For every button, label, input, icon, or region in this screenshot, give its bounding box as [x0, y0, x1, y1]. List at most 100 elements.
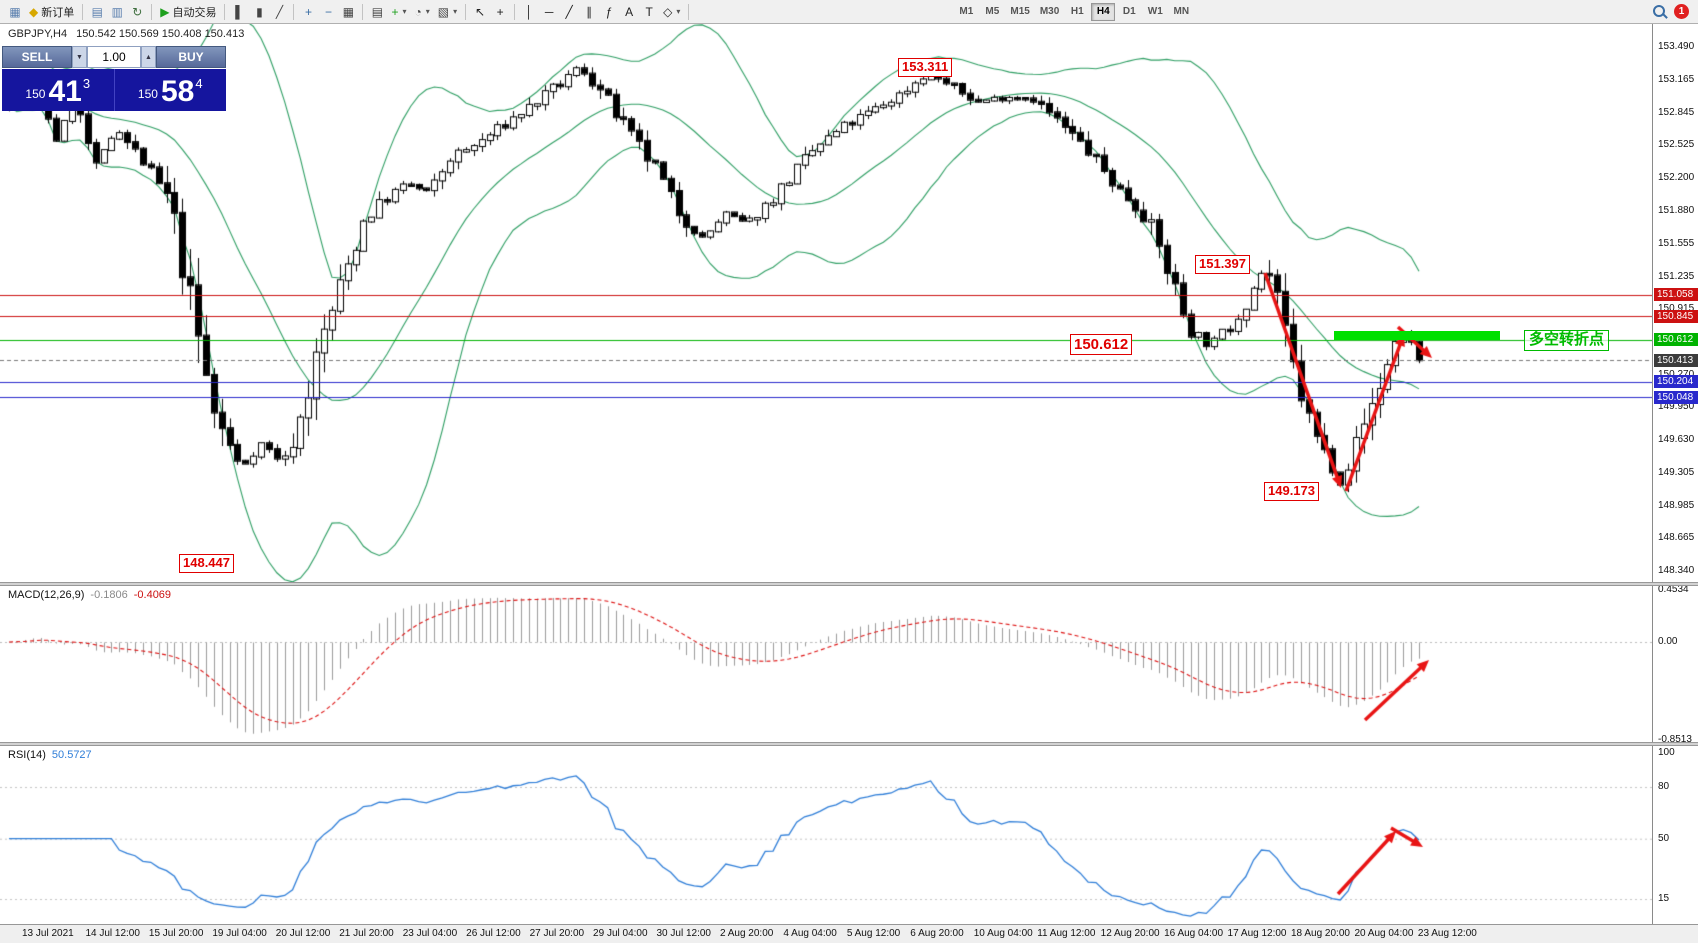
rsi-canvas[interactable]: [0, 746, 1652, 924]
symbol-period-label: GBPJPY,H4: [8, 28, 68, 40]
macd-canvas[interactable]: [0, 586, 1652, 742]
zoom-out-icon[interactable]: −: [318, 2, 338, 22]
lot-decrease-button[interactable]: ▼: [72, 46, 87, 68]
vertical-line-icon[interactable]: │: [519, 2, 539, 22]
annotation-lower-high-151397[interactable]: 151.397: [1195, 255, 1250, 274]
refresh-icon[interactable]: ↻: [127, 2, 147, 22]
time-axis-label: 12 Aug 20:00: [1100, 928, 1160, 939]
fibonacci-icon: ƒ: [605, 4, 613, 19]
price-tag: 150.612: [1654, 333, 1698, 347]
text-icon[interactable]: A: [619, 2, 639, 22]
price-chart-canvas[interactable]: [0, 24, 1652, 582]
indicators-button[interactable]: + ▾: [387, 2, 410, 22]
cursor-icon[interactable]: ↖: [470, 2, 490, 22]
time-axis-label: 13 Jul 2021: [22, 928, 74, 939]
crosshair-icon[interactable]: +: [490, 2, 510, 22]
price-tag: 150.048: [1654, 390, 1698, 404]
notification-badge[interactable]: 1: [1674, 4, 1689, 19]
line-chart-icon[interactable]: ╱: [269, 2, 289, 22]
label-icon[interactable]: T: [639, 2, 659, 22]
panel-splitter-rsi[interactable]: [0, 742, 1698, 746]
time-axis-label: 16 Aug 04:00: [1164, 928, 1224, 939]
rsi-scale-tick: 100: [1658, 746, 1675, 758]
toolbar-separator: [514, 3, 516, 20]
timeframe-m30[interactable]: M30: [1039, 6, 1060, 17]
templates-button[interactable]: ▧ ▾: [434, 2, 461, 22]
time-axis-label: 14 Jul 12:00: [85, 928, 140, 939]
time-axis[interactable]: 13 Jul 2021 14 Jul 12:00 15 Jul 20:00 19 Ju…: [0, 924, 1698, 943]
candlestick-chart-icon[interactable]: ▮: [249, 2, 269, 22]
price-tag: 151.058: [1654, 288, 1698, 302]
channel-icon: ∥: [586, 4, 593, 19]
price-scale-tick: 148.340: [1658, 565, 1695, 577]
annotation-swing-low-149173[interactable]: 149.173: [1264, 482, 1319, 502]
timeframe-h4[interactable]: H4: [1091, 2, 1116, 21]
lot-increase-button[interactable]: ▲: [141, 46, 156, 68]
chevron-down-icon: ▾: [453, 7, 458, 16]
price-scale-tick: 152.845: [1658, 106, 1695, 118]
time-axis-label: 5 Aug 12:00: [846, 928, 901, 939]
timeframe-m15[interactable]: M15: [1010, 6, 1030, 17]
chevron-down-icon: ▾: [676, 7, 681, 16]
rsi-indicator-label: RSI(14) 50.5727: [8, 749, 92, 761]
sell-button[interactable]: SELL: [2, 46, 72, 68]
time-axis-label: 30 Jul 12:00: [656, 928, 712, 939]
macd-scale-tick: 0.4534: [1658, 583, 1689, 595]
shapes-icon[interactable]: ◇ ▾: [659, 2, 684, 22]
annotation-high-153311[interactable]: 153.311: [898, 58, 953, 78]
zoom-in-icon: +: [304, 4, 312, 19]
new-order-icon: ◆: [29, 4, 39, 19]
zoom-out-icon: −: [324, 4, 332, 19]
buy-button[interactable]: BUY: [156, 46, 226, 68]
bar-chart-icon[interactable]: ▌: [229, 2, 249, 22]
buy-price-display[interactable]: 150 58 4: [115, 69, 227, 111]
refresh-icon: ↻: [132, 4, 143, 19]
price-scale[interactable]: 153.490 153.165 152.845 152.525 152.200 151.8…: [1652, 24, 1698, 924]
turning-point-highlight[interactable]: [1334, 331, 1500, 340]
arrange-windows-icon: ▤: [371, 4, 384, 19]
timeframe-m5[interactable]: M5: [985, 6, 1000, 17]
market-watch-icon: ▤: [91, 4, 103, 19]
time-axis-label: 11 Aug 12:00: [1037, 928, 1096, 939]
timeframe-d1[interactable]: D1: [1122, 6, 1136, 17]
ohlc-values: 150.542 150.569 150.408 150.413: [76, 28, 245, 40]
trendline-icon[interactable]: ╱: [559, 2, 579, 22]
zoom-in-icon[interactable]: +: [298, 2, 318, 22]
fibonacci-icon[interactable]: ƒ: [599, 2, 619, 22]
arrange-windows-icon[interactable]: ▤: [367, 2, 387, 22]
data-window-icon[interactable]: ▥: [107, 2, 127, 22]
time-axis-label: 23 Aug 12:00: [1417, 928, 1477, 939]
time-axis-label: 27 Jul 20:00: [529, 928, 585, 939]
turning-point-label[interactable]: 多空转折点: [1524, 330, 1610, 351]
channel-icon[interactable]: ∥: [579, 2, 599, 22]
market-watch-icon[interactable]: ▤: [87, 2, 107, 22]
time-axis-label: 2 Aug 20:00: [719, 928, 774, 939]
lot-size-input[interactable]: 1.00: [87, 46, 141, 68]
rsi-scale-tick: 80: [1658, 781, 1670, 792]
horizontal-line-icon[interactable]: ─: [539, 2, 559, 22]
periods-button[interactable]: ◔ ▾: [411, 2, 434, 22]
timeframe-mn[interactable]: MN: [1173, 6, 1190, 17]
price-scale-tick: 150.915: [1658, 303, 1695, 315]
time-axis-label: 26 Jul 12:00: [466, 928, 521, 939]
tile-windows-icon: ▦: [342, 4, 355, 19]
price-divider: [113, 69, 115, 111]
new-chart-icon[interactable]: ▦: [5, 2, 25, 22]
timeframe-w1[interactable]: W1: [1147, 6, 1163, 17]
sell-price-display[interactable]: 150 41 3: [2, 69, 114, 111]
new-order-button[interactable]: ◆ 新订单: [25, 2, 78, 22]
chevron-down-icon: ▾: [402, 7, 407, 16]
autotrade-button[interactable]: ▶ 自动交易: [156, 2, 220, 22]
time-axis-label: 21 Jul 20:00: [339, 928, 394, 939]
clock-icon: ◔: [414, 4, 422, 19]
timeframe-h1[interactable]: H1: [1070, 6, 1084, 17]
panel-splitter-macd[interactable]: [0, 582, 1698, 586]
annotation-pivot-150612[interactable]: 150.612: [1070, 333, 1133, 356]
search-icon[interactable]: [1652, 4, 1668, 20]
annotation-support-148447[interactable]: 148.447: [179, 554, 234, 574]
sell-price-base: 150: [25, 86, 46, 101]
tile-windows-icon[interactable]: ▦: [338, 2, 358, 22]
time-axis-label: 17 Aug 12:00: [1227, 928, 1287, 939]
timeframe-m1[interactable]: M1: [959, 6, 974, 17]
label-icon: T: [645, 4, 653, 19]
